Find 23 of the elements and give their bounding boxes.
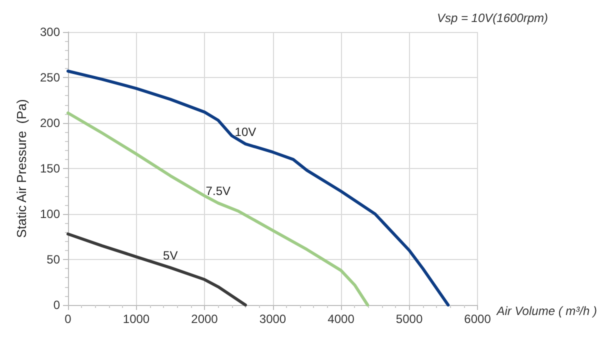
x-tick-label: 1000 [122,312,150,326]
series-label: 7.5V [206,184,230,198]
y-tick-label: 200 [40,116,60,130]
x-axis-title: Air Volume ( m³/h ) [496,304,597,318]
x-tick-label: 0 [64,312,72,326]
y-tick-label: 100 [40,207,60,221]
y-axis-title: Static Air Pressure (Pa) [14,99,29,238]
line-series [66,70,450,306]
line-series [66,111,370,306]
y-tick-label: 300 [40,25,60,39]
x-tick-label: 6000 [464,312,492,326]
x-tick-label: 2000 [191,312,218,326]
x-tick-label: 3000 [259,312,286,326]
y-tick-label: 0 [53,298,60,312]
y-tick-label: 150 [40,162,60,176]
y-tick-label: 250 [40,70,60,84]
line-series [66,232,247,306]
series-label: 10V [234,124,256,139]
y-tick-label: 50 [46,252,60,266]
series-label: 5V [163,248,178,263]
text: Vsp = 10V(1600rpm) [436,11,548,25]
x-tick-label: 4000 [328,312,355,326]
x-tick-label: 5000 [396,312,423,326]
